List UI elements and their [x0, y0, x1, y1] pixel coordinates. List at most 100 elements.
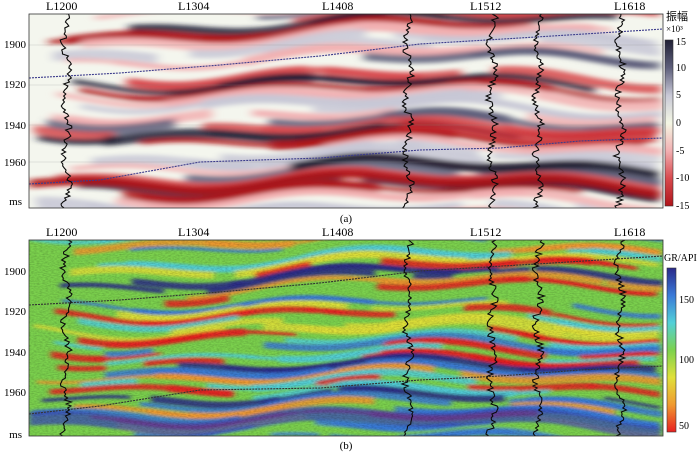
amplitude-band — [139, 181, 339, 204]
amplitude-band — [461, 206, 509, 208]
panel-b-ytick-1960: 1960 — [4, 387, 27, 399]
well-log-l1200 — [59, 14, 74, 208]
amplitude-band — [528, 112, 656, 128]
panel-b-label-l1618: L1618 — [614, 225, 645, 239]
amplitude-band — [168, 73, 488, 96]
amplitude-band — [326, 141, 422, 153]
amplitude-band — [38, 202, 246, 208]
amplitude-band — [458, 206, 490, 208]
amplitude-band — [576, 202, 603, 208]
panel-a-cbar-tick-neg15: -15 — [676, 201, 689, 212]
amplitude-band — [82, 21, 378, 52]
well-log-l1618 — [612, 14, 628, 208]
amplitude-band — [472, 47, 648, 69]
panel-b-speckle-texture — [29, 240, 663, 436]
amplitude-band — [212, 0, 500, 6]
amplitude-band — [535, 88, 663, 112]
amplitude-band — [81, 95, 401, 115]
panel-a-y-unit: ms — [9, 196, 22, 208]
panel-a-ytick-1960: 1960 — [4, 157, 27, 169]
amplitude-band — [325, 66, 461, 81]
panel-a-ytick-1920: 1920 — [4, 79, 27, 91]
amplitude-band — [129, 14, 385, 37]
panel-a: L1200 L1304 L1408 L1512 L1618 1900 1920 … — [4, 0, 689, 225]
panel-b-cbar-tick-50: 50 — [679, 421, 689, 432]
amplitude-band — [78, 173, 342, 199]
panel-a-cbar-tick-neg5: -5 — [676, 146, 684, 157]
panel-a-frame — [28, 13, 664, 209]
amplitude-band — [394, 30, 610, 43]
panel-b: L1200 L1304 L1408 L1512 L1618 1900 1920 … — [4, 213, 697, 452]
panel-a-colorbar-title-suffix: ×10³ — [666, 24, 683, 34]
amplitude-band — [297, 128, 449, 147]
gr-band — [410, 218, 458, 227]
amplitude-band — [88, 201, 134, 208]
amplitude-band — [131, 65, 307, 91]
amplitude-band — [364, 79, 660, 104]
amplitude-band — [34, 124, 114, 141]
amplitude-band — [233, 201, 452, 208]
panel-b-gr-section — [29, 213, 663, 436]
well-log-l1560 — [531, 14, 546, 208]
strong-trough-event — [290, 152, 658, 180]
panel-b-ytick-1940: 1940 — [4, 347, 27, 359]
well-log-l1512 — [484, 14, 500, 208]
panel-a-colorbar: 振幅 ×10³ 15 10 5 0 -5 -10 -15 — [664, 9, 689, 212]
panel-b-ytick-1900: 1900 — [4, 266, 27, 278]
panel-a-ytick-1900: 1900 — [4, 39, 27, 51]
amplitude-band — [325, 182, 581, 195]
amplitude-band — [498, 4, 586, 12]
panel-b-colorbar-title: GR/API — [664, 253, 697, 264]
amplitude-band — [196, 0, 388, 13]
amplitude-band — [167, 83, 479, 109]
panel-b-colorbar-gradient — [666, 267, 677, 433]
panel-b-frame — [28, 239, 664, 437]
horizon-line — [29, 28, 663, 79]
well-log-l1512-west — [401, 14, 416, 208]
amplitude-band — [361, 135, 601, 153]
panel-b-label-l1304: L1304 — [178, 225, 209, 239]
amplitude-band — [323, 212, 411, 220]
amplitude-band — [38, 134, 118, 145]
horizon-line — [29, 137, 663, 185]
amplitude-band — [95, 14, 141, 20]
panel-a-colorbar-gradient — [664, 39, 674, 207]
panel-b-cbar-tick-100: 100 — [679, 355, 694, 366]
panel-a-cbar-tick-neg10: -10 — [676, 173, 689, 184]
amplitude-band — [323, 72, 595, 94]
panel-a-cbar-tick-5: 5 — [676, 90, 681, 101]
panel-a-colorbar-title: 振幅 — [666, 9, 688, 23]
horizon-line — [29, 365, 663, 415]
panel-b-y-unit: ms — [9, 429, 22, 441]
amplitude-band — [205, 96, 301, 107]
amplitude-band — [238, 188, 526, 205]
panel-b-colorbar: GR/API 150 100 50 — [664, 253, 697, 433]
amplitude-band — [221, 139, 373, 164]
amplitude-band — [186, 159, 458, 185]
amplitude-band — [540, 34, 660, 57]
panel-a-cbar-tick-15: 15 — [676, 37, 686, 48]
amplitude-band — [264, 37, 432, 56]
panel-a-amplitude-section — [29, 0, 663, 220]
panel-a-label-l1408: L1408 — [322, 0, 353, 13]
panel-b-label-l1408: L1408 — [322, 225, 353, 239]
horizon-line — [29, 255, 663, 306]
panel-b-ytick-1920: 1920 — [4, 306, 27, 318]
panel-b-label-l1200: L1200 — [46, 225, 77, 239]
strong-peak-event — [29, 169, 661, 200]
panel-a-label-l1618: L1618 — [614, 0, 645, 13]
well-log-l1618 — [613, 240, 628, 436]
gr-band — [387, 213, 619, 229]
panel-a-label-l1200: L1200 — [46, 0, 77, 13]
amplitude-band — [206, 0, 398, 14]
panel-a-cbar-tick-10: 10 — [676, 63, 686, 74]
amplitude-band — [190, 29, 366, 59]
amplitude-band — [262, 115, 398, 136]
amplitude-band — [71, 161, 311, 176]
amplitude-band — [47, 118, 175, 136]
amplitude-band — [493, 65, 661, 94]
well-log-l1512-west — [400, 240, 415, 436]
well-log-l1560 — [531, 240, 547, 436]
